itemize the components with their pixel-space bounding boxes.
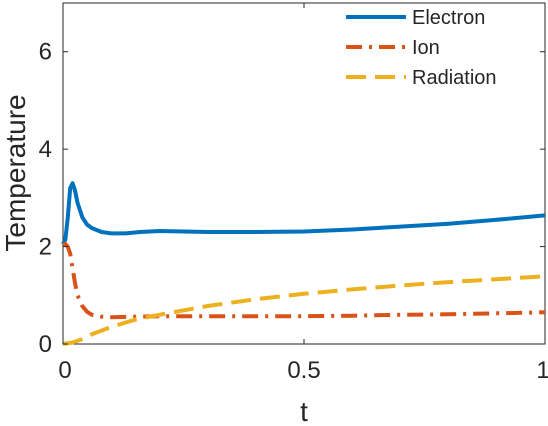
series-line-radiation — [62, 274, 546, 346]
legend: Electron Ion Radiation — [346, 7, 497, 89]
x-tick-label: 1 — [536, 357, 548, 384]
plot-area — [62, 2, 546, 345]
y-ticks: 0 2 4 6 — [39, 39, 545, 358]
y-tick-label: 4 — [39, 136, 52, 163]
x-tick-label: 0.5 — [287, 357, 320, 384]
x-ticks: 0 0.5 1 — [58, 3, 548, 384]
series-line-electron — [61, 181, 546, 245]
y-axis-label: Temperature — [0, 94, 31, 251]
y-tick-label: 2 — [39, 234, 52, 261]
legend-label-electron: Electron — [412, 7, 485, 29]
x-axis-label: t — [300, 396, 308, 426]
y-tick-label: 6 — [39, 39, 52, 66]
x-tick-label: 0 — [58, 357, 71, 384]
series-line-ion — [63, 242, 546, 320]
series-layer — [61, 181, 546, 346]
legend-label-radiation: Radiation — [412, 67, 497, 89]
legend-label-ion: Ion — [412, 37, 440, 59]
y-tick-label: 0 — [39, 331, 52, 358]
